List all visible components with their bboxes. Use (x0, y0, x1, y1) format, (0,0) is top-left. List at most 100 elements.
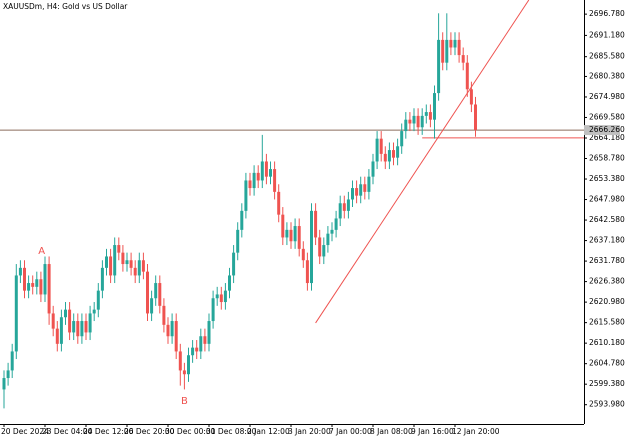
candle-body (305, 260, 309, 284)
candle-body (408, 119, 412, 124)
candle-body (404, 119, 408, 132)
candle-body (199, 336, 203, 352)
y-tick-label: 2680.380 (589, 71, 625, 80)
x-tick-label: 3 Jan 20:00 (288, 427, 331, 436)
candle-body (371, 161, 375, 177)
y-tick-label: 2674.980 (589, 92, 625, 101)
x-tick-label: 23 Dec 04:00 (42, 427, 93, 436)
y-tick-label: 2691.180 (589, 30, 625, 39)
candle-body (2, 378, 6, 390)
candle-body (72, 321, 76, 333)
candle-body (338, 203, 342, 219)
candle-body (342, 203, 346, 211)
candle-body (195, 347, 199, 352)
candle-body (219, 294, 223, 303)
candle-body (141, 260, 145, 272)
candle-body (51, 313, 55, 329)
candle-body (269, 169, 272, 177)
candle-body (248, 180, 252, 189)
candle-body (375, 138, 379, 162)
candle-body (277, 191, 281, 215)
candle-body (387, 150, 391, 162)
candle-body (301, 248, 305, 261)
candle-body (314, 210, 318, 238)
candle-body (207, 321, 211, 344)
candle-body (84, 321, 88, 333)
y-tick-label: 2593.980 (589, 400, 625, 409)
candle-body (223, 290, 227, 303)
candle-body (449, 39, 453, 48)
candle-body (174, 321, 178, 352)
candle-body (433, 93, 436, 120)
candle-body (326, 233, 330, 246)
candle-body (437, 39, 441, 94)
candle-body (55, 328, 59, 344)
candle-body (27, 283, 31, 291)
candle-body (137, 260, 141, 276)
x-tick-label: 8 Jan 08:00 (370, 427, 413, 436)
candle-body (35, 279, 39, 287)
candle-body (334, 218, 338, 230)
candle-body (121, 252, 125, 265)
candle-body (146, 271, 149, 314)
y-tick-label: 2669.580 (589, 112, 625, 121)
y-tick-label: 2615.580 (589, 318, 625, 327)
candle-body (359, 184, 363, 196)
candle-body (178, 351, 182, 371)
candle-body (240, 210, 244, 230)
candle-body (129, 260, 133, 268)
candle-body (412, 115, 416, 124)
candle-body (14, 275, 18, 352)
annotation: A (38, 246, 45, 257)
candle-body (211, 298, 215, 322)
candle-body (260, 161, 264, 181)
y-tick-label: 2664.180 (589, 133, 625, 142)
candle-body (47, 264, 51, 314)
y-tick-label: 2658.780 (589, 154, 625, 163)
candle-body (441, 39, 445, 63)
candle-body (367, 176, 371, 192)
candle-body (281, 214, 285, 238)
y-tick-label: 2653.380 (589, 174, 625, 183)
candle-body (96, 290, 100, 310)
candle-body (76, 321, 80, 337)
candle-body (236, 229, 240, 253)
candle-body (113, 245, 117, 276)
y-tick-label: 2647.980 (589, 195, 625, 204)
candle-body (125, 260, 129, 265)
candle-body (244, 180, 248, 211)
candle-body (31, 283, 35, 287)
candle-body (453, 39, 457, 48)
price-tag (584, 125, 620, 136)
candle-body (215, 294, 219, 299)
candle-body (80, 321, 84, 337)
candle-body (68, 309, 72, 333)
annotation: B (181, 396, 188, 407)
candle-body (39, 279, 43, 295)
candle-body (182, 370, 186, 375)
x-tick-label: 26 Dec 20:00 (124, 427, 175, 436)
candle-body (392, 150, 395, 158)
candle-body (383, 153, 387, 162)
candle-body (416, 115, 420, 128)
candle-body (252, 172, 256, 189)
candle-body (133, 267, 137, 276)
candle-body (150, 298, 154, 314)
candle-body (310, 210, 313, 284)
price-tag-label: 2666.260 (589, 125, 625, 134)
candle-body (461, 55, 465, 63)
candle-body (273, 169, 277, 192)
x-tick-label: 7 Jan 00:00 (329, 427, 372, 436)
candle-body (187, 355, 190, 375)
x-tick-label: 12 Jan 20:00 (452, 427, 500, 436)
candle-body (457, 39, 461, 56)
candle-body (191, 347, 195, 356)
candle-body (400, 131, 404, 147)
candle-body (154, 283, 158, 299)
candle-body (18, 267, 22, 276)
trendline (315, 0, 530, 324)
candle-body (23, 267, 26, 291)
y-tick-label: 2642.580 (589, 215, 625, 224)
candle-body (445, 39, 449, 63)
